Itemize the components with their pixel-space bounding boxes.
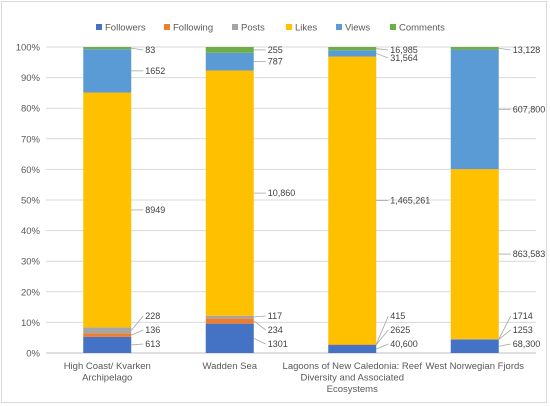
data-label: 787 (268, 57, 283, 67)
bar-segment-posts (83, 327, 132, 334)
legend-swatch-likes (286, 24, 292, 30)
data-label-leader (253, 315, 266, 318)
data-label: 40,600 (390, 339, 418, 349)
data-label: 136 (145, 325, 160, 335)
bar-segment-followers (450, 339, 499, 353)
bar-segment-following (328, 344, 377, 346)
bar-segment-followers (83, 336, 132, 353)
data-label-leader (376, 48, 389, 51)
bar-segment-views (450, 49, 499, 170)
legend-label-followers: Followers (105, 23, 146, 34)
legend-label-likes: Likes (295, 23, 317, 34)
data-label-leader (376, 343, 389, 350)
data-label: 10,860 (268, 188, 296, 198)
y-tick-label: 60% (21, 165, 41, 176)
data-label-leader (131, 329, 144, 336)
bar-segment-following (205, 318, 254, 324)
data-label: 1253 (513, 325, 533, 335)
data-label-leader (498, 47, 511, 51)
data-label: 83 (145, 45, 155, 55)
y-tick-label: 40% (21, 226, 41, 237)
bar-segment-following (83, 333, 132, 337)
bar-segment-comments (205, 47, 254, 53)
x-category-label: West Norwegian Fjords (425, 361, 524, 372)
data-label: 863,583 (513, 249, 546, 259)
x-category-label: Archipelago (82, 373, 132, 384)
data-label-leader (131, 343, 144, 346)
bar-segment-likes (328, 56, 377, 345)
bar-segment-views (328, 50, 377, 57)
data-label: 1714 (513, 311, 533, 321)
legend-swatch-following (164, 24, 170, 30)
data-label-leader (376, 53, 389, 59)
y-tick-label: 10% (21, 318, 41, 329)
bar-segment-followers (328, 345, 377, 353)
data-label-leader (498, 315, 512, 340)
bar-segment-likes (83, 92, 132, 328)
y-tick-label: 90% (21, 73, 41, 84)
y-tick-label: 80% (21, 104, 41, 115)
bar-segment-likes (450, 169, 499, 339)
data-label-leader (253, 320, 266, 331)
legend-label-following: Following (173, 23, 213, 34)
bar-segment-comments (83, 47, 132, 50)
legend-label-views: Views (345, 23, 370, 34)
y-tick-label: 50% (21, 196, 41, 207)
y-tick-label: 30% (21, 257, 41, 268)
data-label: 613 (145, 339, 160, 349)
data-label: 13,128 (513, 45, 541, 55)
data-label-leader (375, 329, 389, 346)
data-label: 255 (268, 45, 283, 55)
bar-segment-comments (450, 47, 499, 50)
data-label: 1652 (145, 66, 165, 76)
bar-segment-posts (205, 315, 254, 319)
data-label: 234 (268, 325, 283, 335)
x-category-label: Lagoons of New Caledonia: Reef (283, 361, 423, 372)
legend-swatch-comments (390, 24, 396, 30)
data-label: 16,985 (390, 45, 418, 55)
data-label: 1,465,261 (390, 195, 430, 205)
data-label-leader (253, 337, 266, 345)
data-label-leader (498, 329, 511, 340)
y-tick-label: 0% (26, 349, 40, 360)
data-label-leader (131, 47, 144, 51)
data-label: 117 (268, 311, 282, 321)
x-category-label: Wadden Sea (202, 361, 257, 372)
data-label-leader (130, 315, 144, 331)
x-category-label: High Coast/ Kvarken (64, 361, 151, 372)
data-label-leader (375, 315, 389, 345)
bar-segment-views (83, 49, 132, 93)
bar-segment-views (205, 52, 254, 71)
bar-segment-followers (205, 323, 254, 353)
data-label: 415 (390, 311, 405, 321)
x-category-label: Ecosystems (327, 384, 378, 395)
data-label-leader (498, 343, 511, 347)
data-label: 68,300 (513, 339, 541, 349)
data-label: 607,800 (513, 104, 546, 114)
bar-segment-likes (205, 70, 254, 316)
data-label: 31,564 (390, 53, 418, 63)
bar-segment-comments (328, 47, 377, 51)
y-tick-label: 100% (16, 43, 41, 54)
data-label: 8949 (145, 205, 165, 215)
legend-swatch-posts (232, 24, 238, 30)
data-label: 1301 (268, 339, 288, 349)
data-label: 228 (145, 311, 160, 321)
legend-label-comments: Comments (399, 23, 445, 34)
y-tick-label: 20% (21, 287, 41, 298)
legend-swatch-views (336, 24, 342, 30)
legend-label-posts: Posts (241, 23, 265, 34)
y-tick-label: 70% (21, 134, 41, 145)
legend-swatch-followers (96, 24, 102, 30)
data-label: 2625 (390, 325, 410, 335)
x-category-label: Diversity and Associated (301, 373, 405, 384)
